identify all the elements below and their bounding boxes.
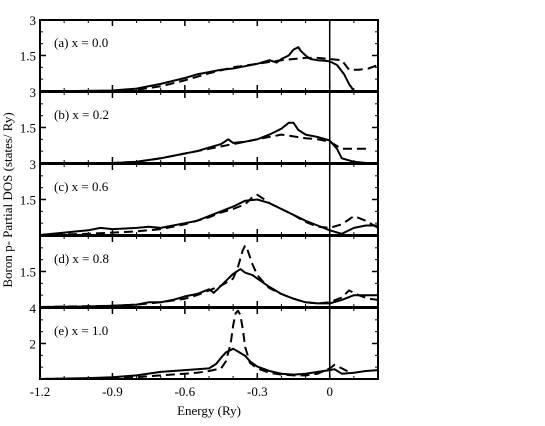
- dos-curve-solid: [40, 268, 378, 307]
- x-axis: -1.2 -0.9 -0.6 -0.3 0: [30, 384, 333, 399]
- panel-label: (a) x = 0.0: [54, 35, 108, 50]
- panel-frame: [39, 163, 379, 236]
- panel-4: 2 4 (e) x = 1.0: [30, 301, 379, 380]
- panel-frame: [39, 19, 379, 92]
- dos-curve-dashed: [40, 133, 366, 163]
- dos-curve-solid: [40, 46, 378, 91]
- dos-curve-solid: [40, 198, 378, 235]
- dos-curve-dashed: [40, 309, 350, 379]
- y-tick-label: 1.5: [20, 121, 36, 136]
- panel-label: (e) x = 1.0: [54, 323, 108, 338]
- panel-label: (b) x = 0.2: [54, 107, 109, 122]
- dos-curve-solid: [40, 347, 378, 379]
- x-tick-label: -1.2: [30, 384, 51, 399]
- panel-frame: [39, 91, 379, 164]
- x-axis-title: Energy (Ry): [177, 403, 241, 418]
- x-tick-label: -0.6: [175, 384, 196, 399]
- dos-curve-solid: [40, 121, 378, 163]
- y-tick-label: 3: [30, 157, 37, 172]
- y-tick-label: 1.5: [20, 49, 36, 64]
- y-tick-label: 1.5: [20, 193, 36, 208]
- dos-curve-dashed: [40, 56, 378, 91]
- y-tick-label: 3: [30, 85, 37, 100]
- y-tick-label: 2: [30, 337, 37, 352]
- y-tick-label: 3: [30, 13, 37, 28]
- dos-curve-dashed: [40, 244, 378, 307]
- panels-layer: 1.5 3 (a) x = 0.0 1.5 3 (b) x = 0.2 1.5 3 (c) x …: [20, 13, 379, 380]
- panel-frame: [39, 235, 379, 308]
- panel-label: (d) x = 0.8: [54, 251, 109, 266]
- panel-3: 1.5 (d) x = 0.8: [20, 235, 379, 308]
- y-axis-title: Boron p- Partial DOS (states/ Ry): [0, 112, 15, 287]
- x-tick-label: -0.9: [102, 384, 123, 399]
- dos-curve-dashed: [40, 193, 378, 235]
- x-tick-label: -0.3: [247, 384, 268, 399]
- panel-1: 1.5 3 (b) x = 0.2: [20, 85, 379, 164]
- y-tick-label: 4: [30, 301, 37, 316]
- panel-0: 1.5 3 (a) x = 0.0: [20, 13, 379, 92]
- y-tick-label: 1.5: [20, 265, 36, 280]
- panel-2: 1.5 3 (c) x = 0.6: [20, 157, 379, 236]
- panel-label: (c) x = 0.6: [54, 179, 109, 194]
- x-tick-label: 0: [326, 384, 333, 399]
